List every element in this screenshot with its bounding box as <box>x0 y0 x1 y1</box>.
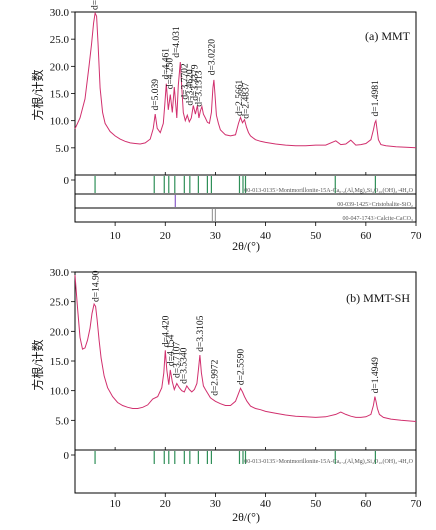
ref-pattern-label: 00-047-1743>Calcite-CaCO₃ <box>343 216 413 222</box>
peak-annotation: d=3.5340 <box>179 347 189 383</box>
peak-annotation: d=4.461 <box>161 48 171 80</box>
x-tick-label: 20 <box>160 498 172 510</box>
peak-annotation: d=15.00 <box>91 0 101 10</box>
xrd-trace <box>74 11 417 149</box>
plot-frame <box>74 271 417 494</box>
peak-annotation: d=4.420 <box>161 315 171 347</box>
peak-annotation: d=2.4837 <box>242 82 252 118</box>
peak-annotation: d=4.031 <box>172 26 182 58</box>
ref-pattern-label: 00-013-0135>Montmorillonite-15A-Ca₀.₂(Al… <box>244 458 413 465</box>
x-tick-label: 40 <box>260 230 272 242</box>
plot-frame <box>74 11 417 223</box>
y-tick-label: 15.0 <box>50 89 70 101</box>
peak-annotation: d=5.039 <box>151 79 161 111</box>
y-tick-label: 10.0 <box>50 386 70 398</box>
y-tick-label: 5.0 <box>55 415 69 427</box>
peak-annotation: d=3.0220 <box>207 39 217 75</box>
y-tick-label: 10.0 <box>50 116 70 128</box>
x-axis-title-b: 2θ/(°) <box>232 510 260 524</box>
y-tick-label: 20.0 <box>50 61 70 73</box>
x-tick-label: 50 <box>310 230 322 242</box>
peak-annotation: d=3.3379 <box>190 64 200 100</box>
y-axis-title-b: 方根/计数 <box>30 339 45 390</box>
x-tick-label: 10 <box>110 498 122 510</box>
peak-annotation: d=3.4620 <box>185 69 195 105</box>
x-tick-label: 40 <box>260 498 272 510</box>
panel-label-a: (a) MMT <box>365 29 411 43</box>
x-tick-label: 30 <box>210 230 222 242</box>
peak-annotation: d=4.154 <box>166 334 176 366</box>
ref-pattern-label: 00-039-1425>Cristobalite-SiO₂ <box>337 202 413 208</box>
panel-mmt: (a) MMT 方根/计数 2θ/(°) 5.0 10.0 15.0 20.0 25.0… <box>30 0 422 253</box>
y-tick-label: 25.0 <box>50 297 70 309</box>
peak-annotation: d=3.7702 <box>180 63 190 99</box>
peak-annotation: d=1.4949 <box>371 357 381 393</box>
ref-pattern-label: 00-013-0135>Montmorillonite-15A-Ca₀.₂(Al… <box>244 187 413 194</box>
panel-mmt-sh: (b) MMT-SH 方根/计数 2θ/(°) 5.0 10.0 15.0 20.0 2… <box>30 267 422 524</box>
y-tick-label: 30.0 <box>50 267 70 279</box>
x-tick-label: 50 <box>310 498 322 510</box>
peak-annotation: d=3.7107 <box>172 342 182 378</box>
x-tick-label: 70 <box>411 230 423 242</box>
peak-annotation: d=2.9972 <box>210 359 220 395</box>
y-tick-label: 20.0 <box>50 326 70 338</box>
peak-annotation: d=4.250 <box>165 58 175 90</box>
x-tick-label: 20 <box>160 230 172 242</box>
xrd-trace <box>74 274 417 422</box>
x-tick-label: 60 <box>360 230 372 242</box>
ref-y-tick-label: 0 <box>64 175 70 187</box>
y-axis-title-a: 方根/计数 <box>30 69 45 120</box>
x-tick-label: 30 <box>210 498 222 510</box>
peak-annotation: d=2.5661 <box>235 80 245 116</box>
y-tick-label: 25.0 <box>50 34 70 46</box>
x-tick-label: 70 <box>411 498 423 510</box>
peak-annotation: d=3.3105 <box>196 315 206 351</box>
y-tick-label: 30.0 <box>50 7 70 19</box>
x-axis-title-a: 2θ/(°) <box>232 239 260 253</box>
peak-annotation: d=1.4981 <box>371 80 381 116</box>
y-tick-label: 5.0 <box>55 143 69 155</box>
ref-y-tick-label: 0 <box>64 450 70 462</box>
peak-annotation: d=3.1313 <box>194 70 204 106</box>
x-tick-label: 60 <box>360 498 372 510</box>
peak-annotation: d=2.5590 <box>237 349 247 385</box>
x-tick-label: 10 <box>110 230 122 242</box>
y-tick-label: 15.0 <box>50 356 70 368</box>
peak-annotation: d=14.90 <box>92 270 102 302</box>
panel-label-b: (b) MMT-SH <box>346 291 410 305</box>
